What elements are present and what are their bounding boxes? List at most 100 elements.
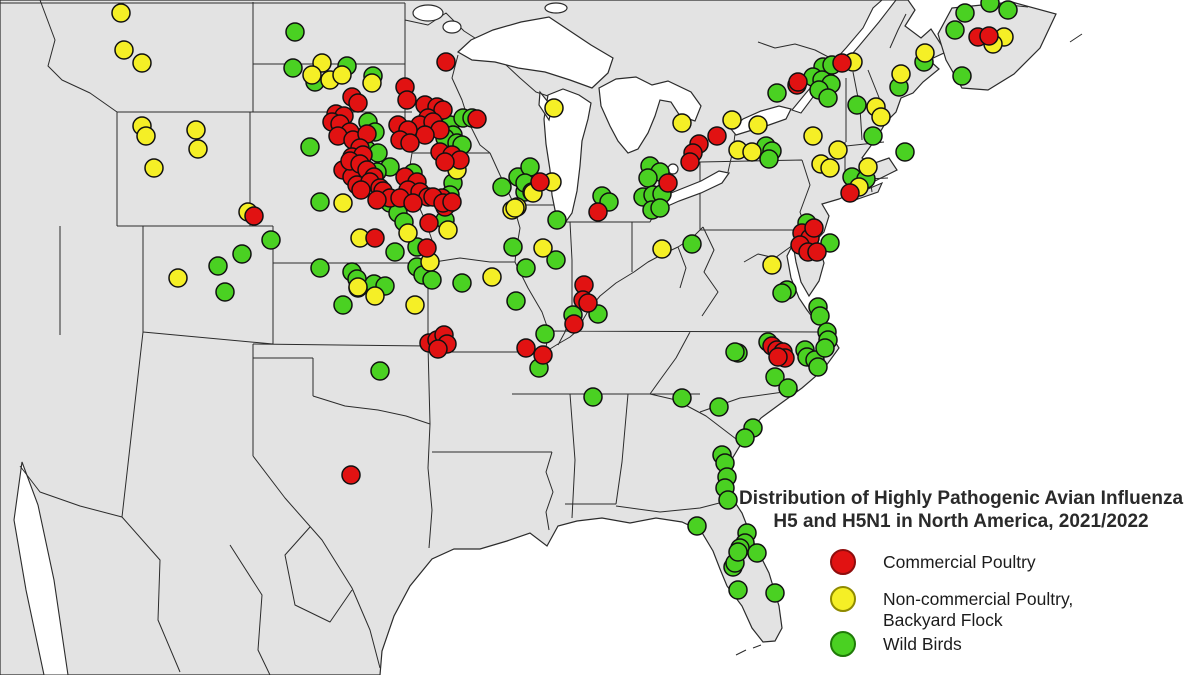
case-dot-y: [348, 277, 368, 297]
case-dot-g: [547, 210, 567, 230]
case-dot-r: [428, 339, 448, 359]
case-dots: [111, 0, 1018, 603]
case-dot-y: [405, 295, 425, 315]
case-dot-y: [672, 113, 692, 133]
case-dot-g: [778, 378, 798, 398]
case-dot-r: [804, 218, 824, 238]
case-dot-g: [333, 295, 353, 315]
legend-swatch: [830, 549, 856, 575]
case-dot-r: [768, 347, 788, 367]
case-dot-g: [765, 367, 785, 387]
case-dot-y: [111, 3, 131, 23]
case-dot-r: [467, 109, 487, 129]
case-dot-r: [341, 465, 361, 485]
case-dot-g: [772, 283, 792, 303]
case-dot-g: [310, 258, 330, 278]
case-dot-g: [709, 397, 729, 417]
case-dot-r: [397, 90, 417, 110]
legend-label-commercial: Commercial Poultry: [883, 552, 1036, 572]
case-dot-r: [588, 202, 608, 222]
case-dot-y: [828, 140, 848, 160]
case-dot-y: [362, 73, 382, 93]
case-dot-g: [759, 149, 779, 169]
case-dot-y: [365, 286, 385, 306]
case-dot-g: [638, 168, 658, 188]
case-dot-y: [136, 126, 156, 146]
case-dot-y: [858, 157, 878, 177]
case-dot-g: [452, 273, 472, 293]
case-dot-g: [492, 177, 512, 197]
case-dot-r: [707, 126, 727, 146]
case-dot-y: [742, 142, 762, 162]
case-dot-g: [385, 242, 405, 262]
case-dot-g: [735, 428, 755, 448]
case-dot-g: [725, 342, 745, 362]
lake-of-the-woods: [412, 4, 444, 22]
legend-swatch: [830, 586, 856, 612]
case-dot-g: [863, 126, 883, 146]
case-dot-r: [435, 152, 455, 172]
case-dot-g: [955, 3, 975, 23]
case-dot-r: [807, 242, 827, 262]
case-dot-g: [980, 0, 1000, 13]
map-title-line1: Distribution of Highly Pathogenic Avian …: [738, 488, 1184, 509]
case-dot-g: [261, 230, 281, 250]
case-dot-y: [762, 255, 782, 275]
case-dot-y: [132, 53, 152, 73]
case-dot-g: [232, 244, 252, 264]
case-dot-r: [365, 228, 385, 248]
case-dot-r: [436, 52, 456, 72]
case-dot-y: [871, 107, 891, 127]
case-dot-g: [847, 95, 867, 115]
great-lakes: [412, 2, 792, 224]
case-dot-y: [891, 64, 911, 84]
case-dot-r: [788, 72, 808, 92]
legend-label-wild-birds: Wild Birds: [883, 634, 962, 654]
legend-label-noncommercial-line2: Backyard Flock: [883, 610, 1003, 630]
case-dot-g: [952, 66, 972, 86]
case-dot-r: [840, 183, 860, 203]
case-dot-r: [244, 206, 264, 226]
case-dot-y: [820, 158, 840, 178]
case-dot-r: [516, 338, 536, 358]
case-dot-g: [945, 20, 965, 40]
case-dot-r: [400, 133, 420, 153]
case-dot-g: [208, 256, 228, 276]
lake-superior: [456, 16, 614, 89]
case-dot-y: [438, 220, 458, 240]
legend-item-noncommercial-poultry: Non-commercial Poultry, Backyard Flock: [830, 586, 1073, 631]
case-dot-g: [546, 250, 566, 270]
case-dot-r: [367, 190, 387, 210]
case-dot-y: [652, 239, 672, 259]
case-dot-y: [398, 223, 418, 243]
case-dot-g: [310, 192, 330, 212]
case-dot-y: [144, 158, 164, 178]
case-dot-g: [718, 490, 738, 510]
case-dot-g: [815, 338, 835, 358]
case-dot-y: [186, 120, 206, 140]
case-dot-g: [810, 306, 830, 326]
case-dot-g: [998, 0, 1018, 20]
case-dot-y: [803, 126, 823, 146]
case-dot-y: [748, 115, 768, 135]
case-dot-y: [722, 110, 742, 130]
case-dot-y: [168, 268, 188, 288]
map-title-line2: H5 and H5N1 in North America, 2021/2022: [773, 511, 1149, 532]
case-dot-r: [417, 238, 437, 258]
case-dot-g: [808, 357, 828, 377]
case-dot-r: [533, 345, 553, 365]
case-dot-g: [747, 543, 767, 563]
case-dot-g: [895, 142, 915, 162]
case-dot-g: [583, 387, 603, 407]
case-dot-g: [422, 270, 442, 290]
case-dot-y: [333, 193, 353, 213]
case-dot-r: [979, 26, 999, 46]
case-dot-y: [114, 40, 134, 60]
case-dot-g: [516, 258, 536, 278]
case-dot-y: [482, 267, 502, 287]
case-dot-r: [658, 173, 678, 193]
case-dot-g: [283, 58, 303, 78]
case-dot-g: [765, 583, 785, 603]
